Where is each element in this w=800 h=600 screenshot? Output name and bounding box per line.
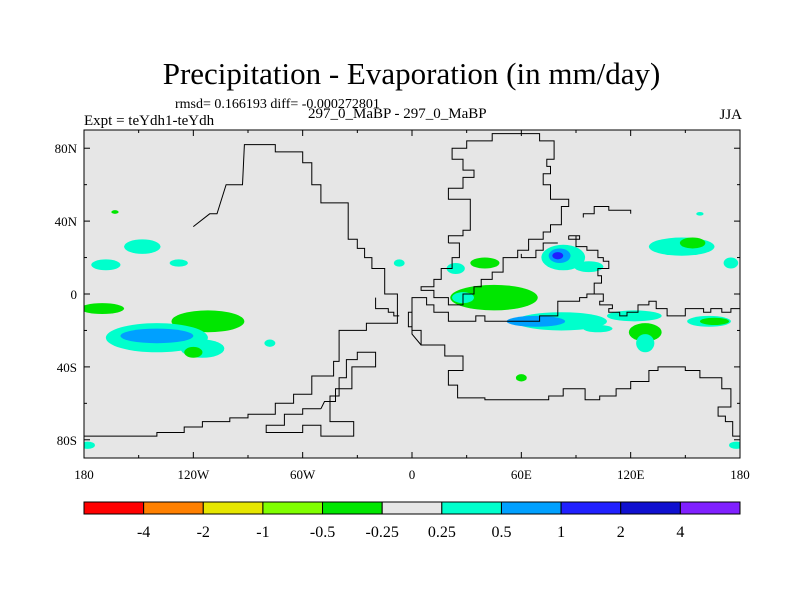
colorbar-label: 2 <box>617 524 625 541</box>
anomaly-region-10 <box>393 259 405 267</box>
coastline-2 <box>411 312 740 437</box>
anomaly-region-30 <box>696 212 704 216</box>
colorbar: -4 -2 -1 -0.5 -0.25 0.25 0.5 1 2 4 <box>83 501 741 541</box>
colorbar-label: -0.5 <box>310 524 335 541</box>
y-tick-label: 40N <box>55 214 78 229</box>
colorbar-label: 4 <box>676 524 684 541</box>
run-comparison-label: 297_0_MaBP - 297_0_MaBP <box>308 106 487 122</box>
x-tick-label: 0 <box>409 467 416 482</box>
anomaly-region-0 <box>124 239 161 254</box>
y-tick-label: 80N <box>55 141 78 156</box>
coastline-0 <box>84 144 398 437</box>
anomaly-region-11 <box>450 284 538 311</box>
x-tick-label: 120W <box>177 467 210 482</box>
anomaly-region-23 <box>628 323 662 342</box>
anomaly-layer <box>84 210 740 449</box>
colorbar-swatch-8 <box>560 501 622 515</box>
anomaly-region-3 <box>84 303 125 315</box>
anomaly-region-2 <box>169 259 188 267</box>
colorbar-swatch-1 <box>143 501 204 515</box>
anomaly-region-24 <box>636 334 655 353</box>
experiment-label: Expt = teYdh1-teYdh <box>84 113 215 129</box>
colorbar-swatch-2 <box>202 501 264 515</box>
colorbar-swatch-5 <box>381 501 443 515</box>
anomaly-region-22 <box>606 310 662 322</box>
anomaly-region-32 <box>84 441 95 449</box>
colorbar-label: 0.5 <box>491 524 511 541</box>
stats-line: rmsd= 0.166193 diff= -0.000272801 <box>175 97 380 112</box>
anomaly-region-14 <box>446 263 465 274</box>
coastline-8 <box>520 242 558 259</box>
y-tick-label: 40S <box>57 360 77 375</box>
x-tick-label: 120E <box>617 467 645 482</box>
colorbar-swatch-10 <box>679 501 741 515</box>
coastline-7 <box>582 206 632 218</box>
anomaly-region-1 <box>91 259 121 271</box>
anomaly-region-31 <box>111 210 119 214</box>
coastline-4 <box>375 297 400 317</box>
x-tick-label: 60E <box>511 467 532 482</box>
season-label: JJA <box>719 107 742 123</box>
colorbar-label: -4 <box>137 524 150 541</box>
colorbar-swatch-0 <box>83 501 145 515</box>
coastline-9 <box>568 235 581 240</box>
anomaly-region-9 <box>264 339 276 347</box>
x-tick-label: 180 <box>730 467 750 482</box>
anomaly-region-6 <box>120 328 194 344</box>
colorbar-swatch-4 <box>322 501 383 515</box>
colorbar-swatch-9 <box>620 501 681 515</box>
anomaly-region-17 <box>552 252 564 260</box>
y-tick-label: 0 <box>71 287 78 302</box>
colorbar-label: 1 <box>557 524 565 541</box>
colorbar-swatch-3 <box>262 501 324 515</box>
x-tick-label: 60W <box>290 467 316 482</box>
anomaly-region-13 <box>470 257 500 269</box>
coastline-5 <box>420 133 570 306</box>
anomaly-region-34 <box>515 374 527 382</box>
axis-ticks: 180 120W 60W 0 60E 120E 180 80N 40N 0 40S 80S <box>55 130 750 482</box>
anomaly-region-28 <box>679 237 706 249</box>
coastline-3 <box>407 293 740 346</box>
colorbar-label: 0.25 <box>428 524 456 541</box>
anomaly-region-8 <box>184 346 203 358</box>
colorbar-swatch-6 <box>441 501 502 515</box>
chart-title: Precipitation - Evaporation (in mm/day) <box>162 56 661 91</box>
x-tick-label: 180 <box>74 467 94 482</box>
anomaly-region-21 <box>583 324 613 333</box>
anomaly-region-29 <box>723 257 739 269</box>
plot-background <box>84 130 740 458</box>
colorbar-swatch-7 <box>500 501 562 515</box>
colorbar-label: -2 <box>197 524 210 541</box>
coastline-6 <box>575 235 610 294</box>
colorbar-label: -1 <box>256 524 269 541</box>
colorbar-label: -0.25 <box>366 524 399 541</box>
y-tick-label: 80S <box>57 433 77 448</box>
coastline-1 <box>265 351 377 437</box>
anomaly-region-33 <box>729 441 740 449</box>
anomaly-region-26 <box>699 317 730 325</box>
coastline-layer <box>84 133 740 437</box>
anomaly-region-18 <box>574 261 604 273</box>
